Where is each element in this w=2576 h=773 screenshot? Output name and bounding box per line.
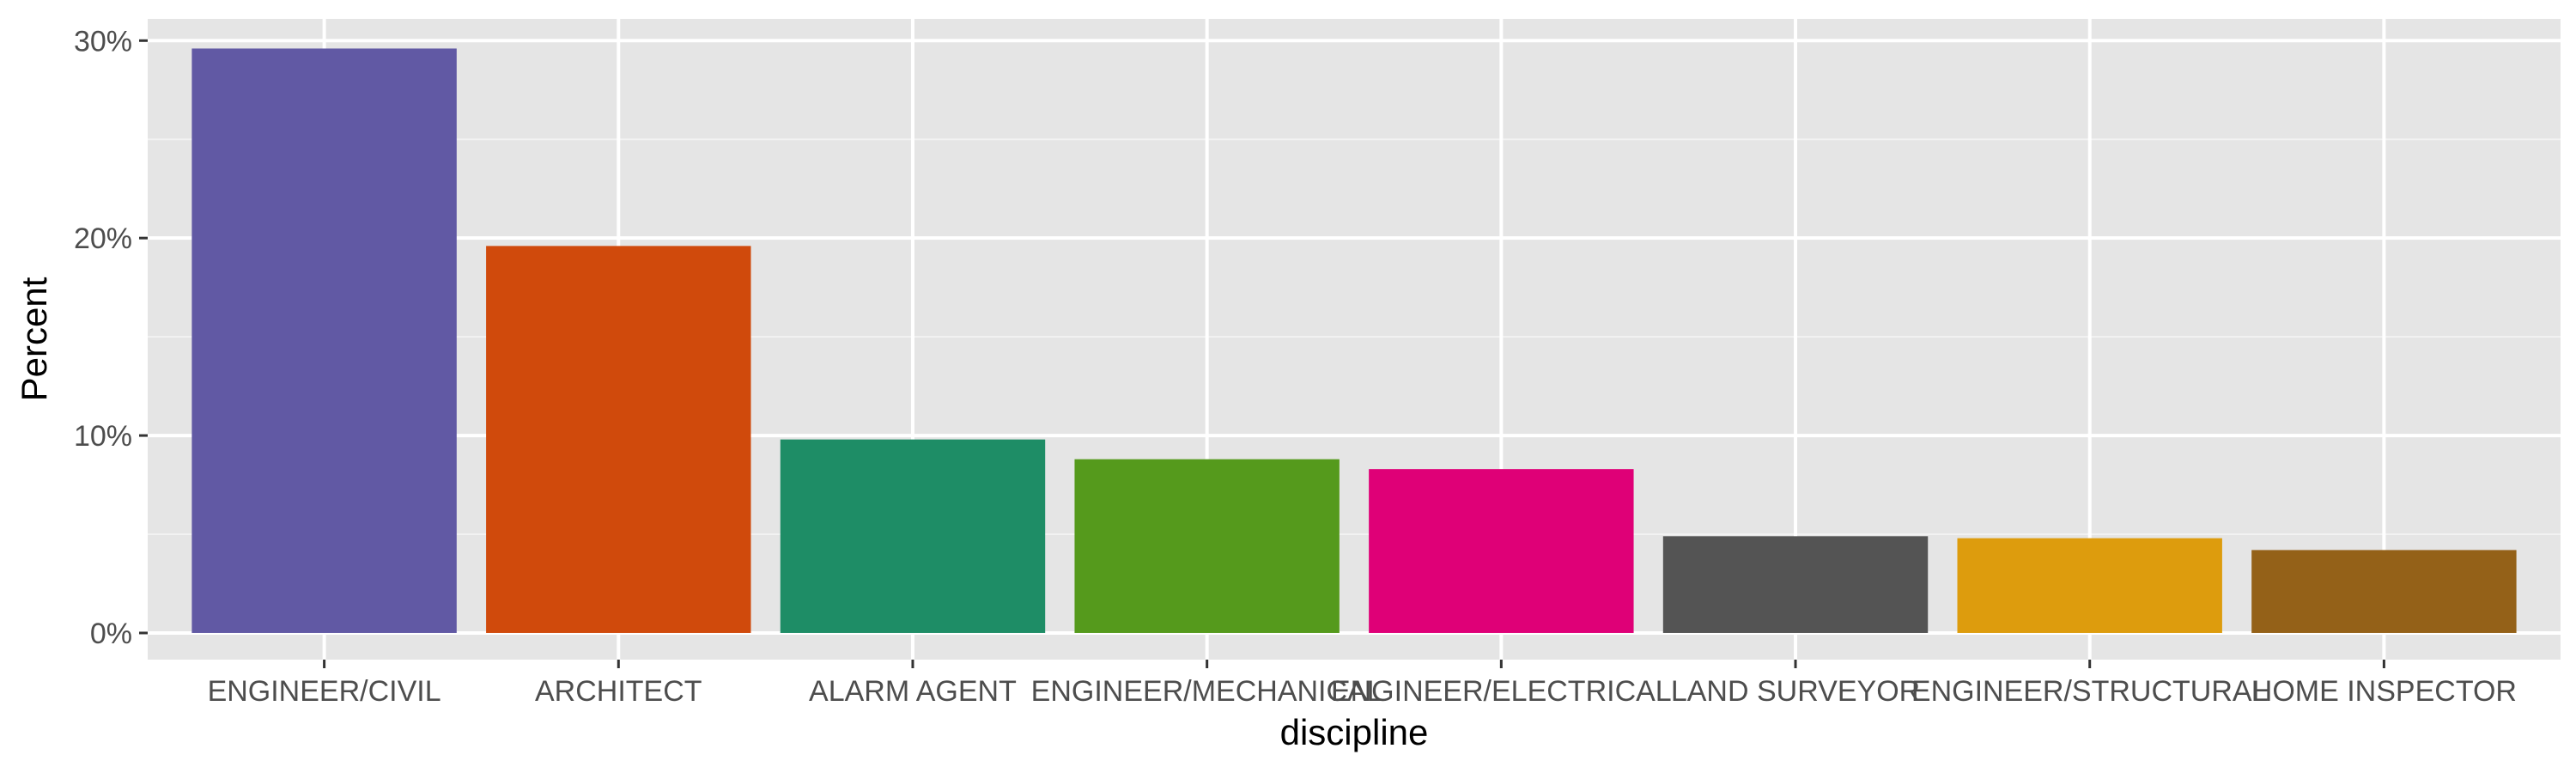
bar [1369, 469, 1634, 633]
x-tick-label: ENGINEER/STRUCTURAL [1911, 675, 2269, 708]
y-axis-title: Percent [14, 277, 54, 401]
bar [1957, 538, 2222, 633]
bar [486, 246, 751, 633]
y-axis: 0% 10% 20% 30% [74, 25, 148, 650]
bars [191, 48, 2517, 633]
x-axis-title: discipline [1280, 712, 1429, 752]
y-tick-label: 30% [74, 25, 132, 58]
x-axis: ENGINEER/CIVIL ARCHITECT ALARM AGENT ENGINE… [208, 660, 2517, 708]
bar [2251, 550, 2517, 633]
x-tick-label: ENGINEER/MECHANICAL [1031, 675, 1383, 708]
y-tick-label: 10% [74, 420, 132, 453]
bar [1662, 536, 1929, 633]
bar [191, 48, 457, 633]
bar [1074, 459, 1340, 633]
x-tick-label: ENGINEER/CIVIL [208, 675, 441, 708]
y-tick-label: 20% [74, 222, 132, 255]
x-tick-label: LAND SURVEYOR [1671, 675, 1920, 708]
x-tick-label: HOME INSPECTOR [2251, 675, 2517, 708]
bar [780, 439, 1046, 633]
x-tick-label: ARCHITECT [535, 675, 702, 708]
y-tick-label: 0% [90, 618, 132, 650]
x-tick-label: ENGINEER/ELECTRICAL [1331, 675, 1672, 708]
x-tick-label: ALARM AGENT [809, 675, 1017, 708]
